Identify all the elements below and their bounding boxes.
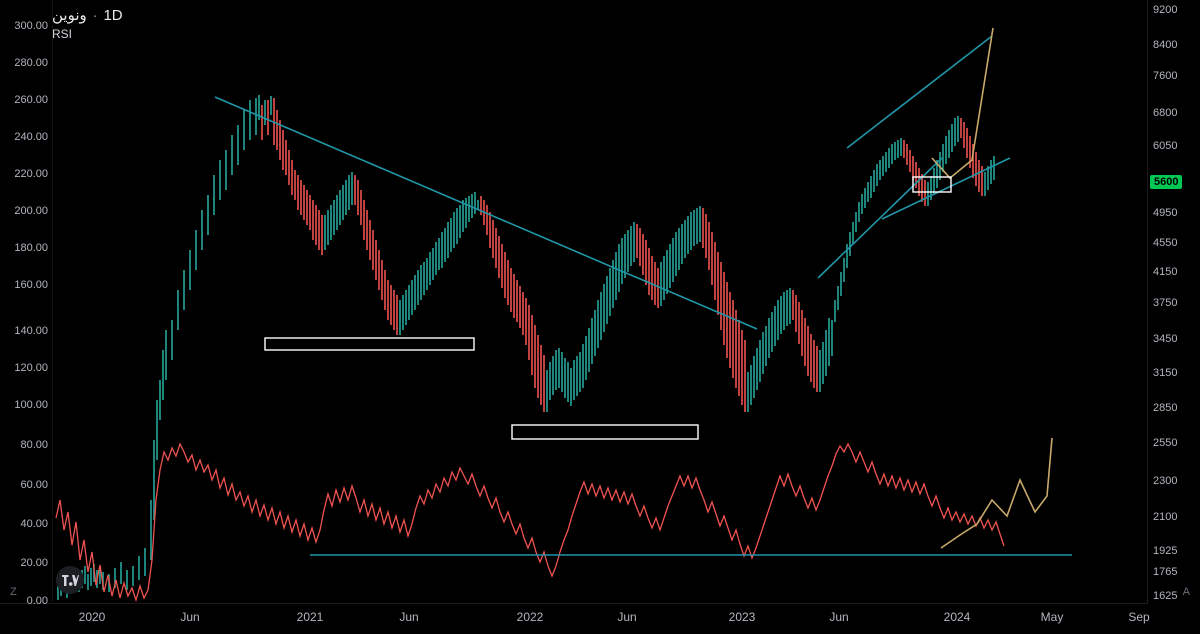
y-tick-right-8: 4150 xyxy=(1153,266,1178,278)
y-tick-right-0: 9200 xyxy=(1153,4,1178,16)
y-tick-left-8: 140.00 xyxy=(14,325,48,337)
drawing-rect-box-1[interactable] xyxy=(264,337,475,351)
tradingview-logo[interactable] xyxy=(56,566,84,594)
x-tick-2: 2021 xyxy=(296,610,324,624)
y-tick-right-14: 2300 xyxy=(1153,475,1178,487)
y-tick-right-15: 2100 xyxy=(1153,511,1178,523)
x-axis[interactable]: 2020 Jun 2021 Jun 2022 Jun 2023 Jun 2024… xyxy=(52,604,1150,634)
y-tick-left-11: 80.00 xyxy=(20,439,48,451)
x-tick-0: 2020 xyxy=(78,610,106,624)
timeframe-label[interactable]: 1D xyxy=(103,7,123,24)
y-tick-left-12: 60.00 xyxy=(20,479,48,491)
drawing-rect-box-2[interactable] xyxy=(511,424,699,440)
y-tick-right-1: 8400 xyxy=(1153,39,1178,51)
x-tick-4: 2022 xyxy=(516,610,544,624)
y-tick-right-13: 2550 xyxy=(1153,437,1178,449)
y-tick-left-3: 240.00 xyxy=(14,131,48,143)
drawing-rsi-projection[interactable] xyxy=(940,437,1053,549)
drawing-channel-upper[interactable] xyxy=(846,35,993,149)
axis-divider-horizontal xyxy=(0,603,1200,604)
x-tick-1: Jun xyxy=(180,610,200,624)
y-tick-left-1: 280.00 xyxy=(14,57,48,69)
rsi-indicator-label[interactable]: RSI xyxy=(52,27,73,41)
y-tick-right-7: 4550 xyxy=(1153,237,1178,249)
y-tick-left-5: 200.00 xyxy=(14,205,48,217)
y-tick-left-7: 160.00 xyxy=(14,279,48,291)
x-tick-8: 2024 xyxy=(943,610,971,624)
y-tick-right-2: 7600 xyxy=(1153,70,1178,82)
y-tick-right-11: 3150 xyxy=(1153,367,1178,379)
x-tick-3: Jun xyxy=(399,610,419,624)
y-tick-left-0: 300.00 xyxy=(14,20,48,32)
y-tick-right-6: 4950 xyxy=(1153,207,1178,219)
x-tick-10: Sep xyxy=(1128,610,1150,624)
x-tick-9: May xyxy=(1040,610,1064,624)
axis-divider-left xyxy=(52,0,53,604)
x-tick-5: Jun xyxy=(617,610,637,624)
y-tick-right-16: 1925 xyxy=(1153,545,1178,557)
y-tick-right-12: 2850 xyxy=(1153,402,1178,414)
y-tick-left-13: 40.00 xyxy=(20,518,48,530)
y-tick-right-9: 3750 xyxy=(1153,297,1178,309)
candlestick-series xyxy=(57,95,995,600)
y-tick-right-17: 1765 xyxy=(1153,566,1178,578)
drawing-channel-support-extension[interactable] xyxy=(881,157,1011,220)
y-tick-right-3: 6800 xyxy=(1153,107,1178,119)
y-tick-left-9: 120.00 xyxy=(14,362,48,374)
corner-label-right: A xyxy=(1182,586,1190,598)
y-tick-right-4: 6050 xyxy=(1153,140,1178,152)
y-tick-left-2: 260.00 xyxy=(14,94,48,106)
y-tick-left-4: 220.00 xyxy=(14,168,48,180)
rsi-line xyxy=(55,442,1005,603)
y-tick-left-6: 180.00 xyxy=(14,242,48,254)
y-tick-right-10: 3450 xyxy=(1153,333,1178,345)
y-tick-left-15: 0.00 xyxy=(26,595,48,607)
y-tick-left-14: 20.00 xyxy=(20,557,48,569)
y-axis-right-price[interactable]: 9200 8400 7600 6800 6050 5600 4950 4550 … xyxy=(1148,0,1200,604)
header-separator: · xyxy=(92,7,98,23)
current-price-badge[interactable]: 5600 xyxy=(1150,175,1183,189)
x-tick-7: Jun xyxy=(829,610,849,624)
drawing-channel-lower[interactable] xyxy=(817,157,943,279)
corner-label-left: Z xyxy=(10,586,17,598)
y-tick-left-10: 100.00 xyxy=(14,399,48,411)
symbol-label[interactable]: ونوین xyxy=(52,7,87,24)
y-axis-left-rsi[interactable]: 300.00 280.00 260.00 240.00 220.00 200.0… xyxy=(0,0,52,607)
x-tick-6: 2023 xyxy=(728,610,756,624)
drawing-descending-trendline[interactable] xyxy=(214,96,758,330)
axis-divider-right xyxy=(1147,0,1148,604)
chart-canvas xyxy=(55,27,1072,603)
chart-header: ونوین · 1D xyxy=(52,6,123,24)
tradingview-logo-icon xyxy=(61,574,79,586)
drawing-rect-box-3[interactable] xyxy=(912,176,952,193)
drawing-price-projection[interactable] xyxy=(931,27,994,180)
chart-plot-area[interactable] xyxy=(52,0,1148,604)
y-tick-right-18: 1625 xyxy=(1153,590,1178,602)
